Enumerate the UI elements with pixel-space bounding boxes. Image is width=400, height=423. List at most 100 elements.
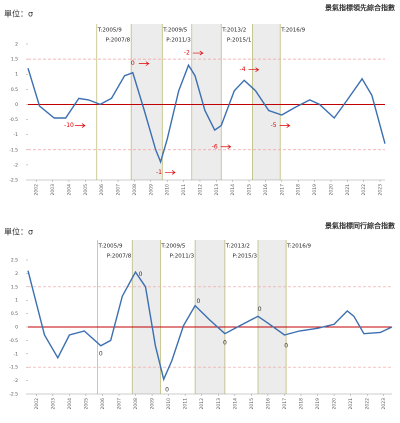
phase-label: T:2005/9 xyxy=(97,244,122,250)
annotation: 0 xyxy=(139,271,143,278)
x-tick-label: 2014 xyxy=(232,398,238,410)
annotation: 0 xyxy=(223,340,227,347)
x-tick-label: 2021 xyxy=(348,398,354,410)
data-line xyxy=(27,63,386,165)
annotation: -10 xyxy=(64,122,74,129)
y-tick-label: 0 xyxy=(15,325,18,331)
phase-label: P:2007/8 xyxy=(106,38,131,44)
x-tick-label: 2003 xyxy=(50,398,56,410)
x-tick-label: 2012 xyxy=(199,398,205,410)
phase-label: P:2011/3 xyxy=(166,38,191,44)
x-tick-label: 2008 xyxy=(132,184,138,196)
x-tick-label: 2004 xyxy=(66,184,72,196)
y-tick-label: -2.5 xyxy=(9,178,18,184)
x-tick-label: 2002 xyxy=(34,184,40,196)
x-tick-label: 2014 xyxy=(230,184,236,196)
y-tick-label: -1.5 xyxy=(9,147,18,153)
x-tick-label: 2023 xyxy=(381,398,387,410)
x-tick-label: 2017 xyxy=(279,184,285,196)
x-tick-label: 2008 xyxy=(133,398,139,410)
x-tick-label: 2022 xyxy=(361,184,367,196)
annotation: 0 xyxy=(258,306,262,313)
y-tick-label: 1 xyxy=(15,72,18,78)
x-tick-label: 2020 xyxy=(332,398,338,410)
phase-label: P:2007/8 xyxy=(107,254,132,260)
x-tick-label: 2015 xyxy=(247,184,253,196)
phase-label: P:2011/3 xyxy=(170,254,195,260)
y-tick-label: 2 xyxy=(15,42,18,48)
phase-zone xyxy=(191,24,222,180)
annotation: 0 xyxy=(131,60,135,67)
x-tick-label: 2021 xyxy=(345,184,351,196)
annotation: 0 xyxy=(99,350,103,357)
x-tick-label: 2020 xyxy=(328,184,334,196)
y-tick-label: 2 xyxy=(15,271,18,277)
x-tick-label: 2019 xyxy=(315,398,321,410)
phase-zone xyxy=(257,240,287,394)
phase-label: T:2009/5 xyxy=(160,244,185,250)
x-tick-label: 2007 xyxy=(117,398,123,410)
x-tick-label: 2018 xyxy=(299,398,305,410)
annotation-arrow xyxy=(248,67,260,72)
y-tick-label: -2.5 xyxy=(9,392,18,398)
x-tick-label: 2012 xyxy=(197,184,203,196)
annotation-arrow xyxy=(74,123,86,128)
y-tick-label: 1 xyxy=(15,298,18,304)
y-tick-label: -0.5 xyxy=(9,117,18,123)
x-tick-label: 2010 xyxy=(165,184,171,196)
phase-zone xyxy=(252,24,281,180)
y-tick-label: 0 xyxy=(15,102,18,108)
x-tick-label: 2005 xyxy=(83,184,89,196)
data-line xyxy=(27,270,393,382)
phase-label: T:2005/9 xyxy=(97,28,122,34)
x-tick-label: 2013 xyxy=(216,398,222,410)
x-tick-label: 2016 xyxy=(265,398,271,410)
x-tick-label: 2022 xyxy=(365,398,371,410)
y-tick-label: -2 xyxy=(14,378,19,384)
unit-label: 單位：σ xyxy=(4,227,33,237)
annotation-arrow xyxy=(192,50,204,56)
x-tick-label: 2004 xyxy=(67,398,73,410)
phase-label: T:2016/9 xyxy=(286,244,311,250)
annotation: 0 xyxy=(284,342,288,349)
y-tick-label: 1.5 xyxy=(11,57,18,63)
annotation-arrow xyxy=(138,61,150,66)
x-tick-label: 2018 xyxy=(296,184,302,196)
y-tick-label: 0.5 xyxy=(11,311,18,317)
phase-label: T:2013/2 xyxy=(225,244,250,250)
annotation-arrow xyxy=(279,123,291,128)
x-tick-label: 2011 xyxy=(181,184,187,196)
x-tick-label: 2009 xyxy=(148,184,154,196)
y-tick-label: -0.5 xyxy=(9,338,18,344)
x-tick-label: 2010 xyxy=(166,398,172,410)
phase-label: T:2013/2 xyxy=(221,28,246,34)
y-tick-label: 1.5 xyxy=(11,284,18,290)
y-tick-label: -2 xyxy=(14,162,19,168)
y-tick-label: -1 xyxy=(14,351,19,357)
x-tick-label: 2019 xyxy=(312,184,318,196)
y-tick-label: 2.5 xyxy=(11,258,18,264)
annotation: 0 xyxy=(197,298,201,305)
phase-label: P:2015/3 xyxy=(232,254,257,260)
annotation: -5 xyxy=(271,122,277,129)
phase-zone xyxy=(195,240,225,394)
phase-zone xyxy=(132,240,161,394)
phase-label: P:2015/1 xyxy=(227,38,252,44)
x-tick-label: 2023 xyxy=(378,184,384,196)
phase-label: T:2009/5 xyxy=(162,28,187,34)
x-tick-label: 2006 xyxy=(99,184,105,196)
annotation-arrow xyxy=(220,144,232,150)
unit-label: 單位：σ xyxy=(4,9,33,19)
x-tick-label: 2002 xyxy=(34,398,40,410)
y-tick-label: -1 xyxy=(14,132,19,138)
annotation: -1 xyxy=(156,169,162,176)
annotation-arrow xyxy=(165,170,176,175)
y-tick-label: 0.5 xyxy=(11,87,18,93)
phase-zone xyxy=(131,24,163,180)
x-tick-label: 2015 xyxy=(249,398,255,410)
annotation: 0 xyxy=(165,386,169,393)
x-tick-label: 2016 xyxy=(263,184,269,196)
phase-label: T:2016/9 xyxy=(280,28,305,34)
y-tick-label: -1.5 xyxy=(9,365,18,371)
